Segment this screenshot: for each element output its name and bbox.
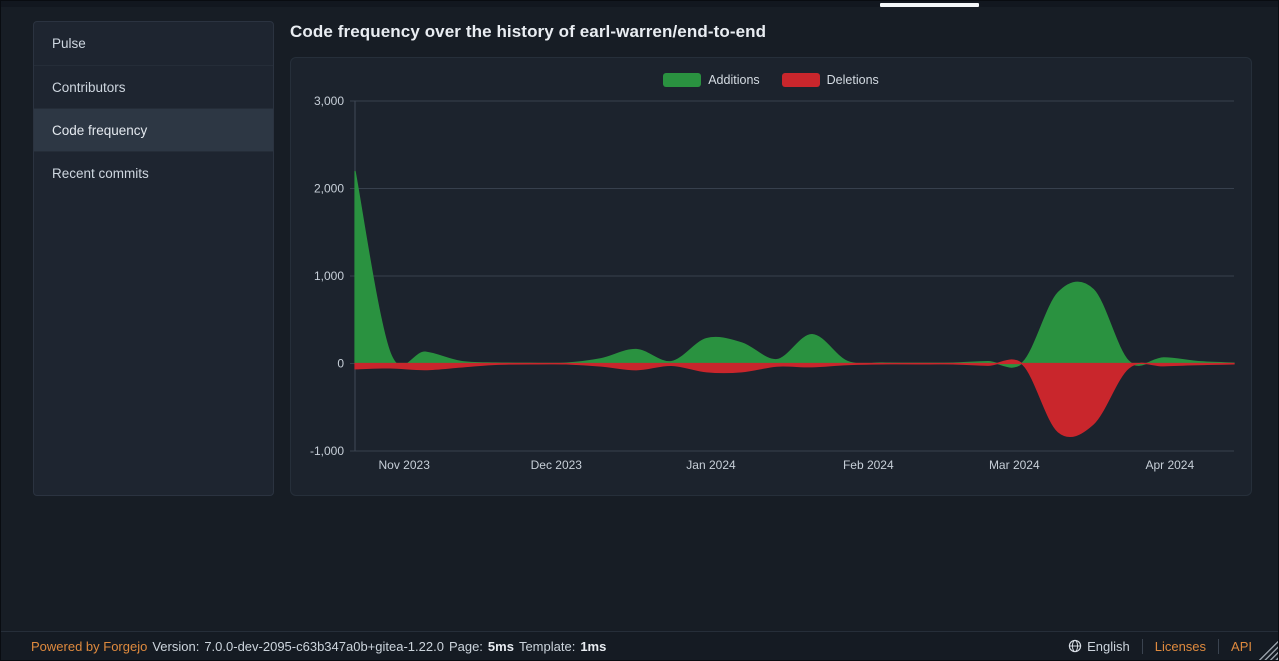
additions-swatch-icon — [663, 73, 702, 87]
sidebar-item-label: Pulse — [52, 36, 86, 51]
sidebar-item-code-frequency[interactable]: Code frequency — [34, 108, 273, 151]
code-frequency-area-chart: 3,000 2,000 1,000 0 -1,000 Nov 2023 Dec 2023 Ja… — [310, 94, 1235, 472]
chart-legend: Additions Deletions — [291, 73, 1251, 87]
template-time-value: 1ms — [580, 638, 607, 654]
powered-by-forgejo-link[interactable]: Powered by Forgejo — [31, 638, 148, 654]
x-tick-label: Mar 2024 — [989, 458, 1040, 472]
legend-item-additions[interactable]: Additions — [663, 73, 760, 87]
sidebar-item-label: Recent commits — [52, 165, 149, 181]
language-label: English — [1087, 638, 1130, 654]
legend-label-deletions: Deletions — [826, 73, 879, 87]
page-time-value: 5ms — [487, 638, 514, 654]
page-time-label: Page: — [448, 638, 483, 654]
x-tick-label: Feb 2024 — [843, 458, 894, 472]
sidebar-item-label: Contributors — [52, 79, 126, 95]
repo-tabbar-strip — [1, 1, 1278, 7]
globe-icon — [1068, 639, 1082, 653]
licenses-link-wrap: Licenses — [1141, 638, 1218, 654]
additions-area-series — [354, 170, 1235, 368]
legend-label-additions: Additions — [708, 73, 760, 87]
x-tick-label: Nov 2023 — [379, 458, 431, 472]
activity-sidebar-menu: Pulse Contributors Code frequency Recent… — [33, 21, 274, 496]
footer: Powered by Forgejo Version: 7.0.0-dev-20… — [1, 631, 1278, 660]
code-frequency-chart-panel: Additions Deletions 3,000 2,000 1,000 0 -1,0… — [290, 57, 1252, 496]
footer-left: Powered by Forgejo Version: 7.0.0-dev-20… — [31, 639, 606, 654]
y-tick-label: -1,000 — [310, 444, 344, 458]
page-body: Pulse Contributors Code frequency Recent… — [1, 7, 1278, 496]
legend-item-deletions[interactable]: Deletions — [781, 73, 879, 87]
page-title: Code frequency over the history of earl-… — [290, 22, 767, 41]
y-tick-label: 2,000 — [314, 182, 344, 196]
sidebar-item-label: Code frequency — [52, 122, 148, 138]
x-tick-label: Dec 2023 — [531, 458, 583, 472]
y-tick-label: 0 — [337, 357, 344, 371]
deletions-area-series — [354, 359, 1235, 438]
version-value: 7.0.0-dev-2095-c63b347a0b+gitea-1.22.0 — [204, 638, 444, 654]
version-label: Version: — [152, 638, 200, 654]
language-menu[interactable]: English — [1056, 639, 1142, 654]
y-tick-label: 3,000 — [314, 94, 344, 108]
sidebar-item-recent-commits[interactable]: Recent commits — [34, 151, 273, 194]
x-tick-label: Jan 2024 — [686, 458, 736, 472]
sidebar-item-contributors[interactable]: Contributors — [34, 65, 273, 108]
licenses-link[interactable]: Licenses — [1154, 638, 1207, 654]
sidebar-item-pulse[interactable]: Pulse — [34, 22, 273, 65]
main-content: Code frequency over the history of earl-… — [290, 21, 1252, 496]
deletions-swatch-icon — [781, 73, 820, 87]
x-tick-label: Apr 2024 — [1145, 458, 1194, 472]
template-time-label: Template: — [518, 638, 576, 654]
active-tab-underline — [880, 3, 979, 7]
y-tick-label: 1,000 — [314, 269, 344, 283]
api-link-wrap: API — [1218, 638, 1252, 654]
footer-right: English Licenses API — [1056, 638, 1252, 654]
api-link[interactable]: API — [1231, 638, 1252, 654]
